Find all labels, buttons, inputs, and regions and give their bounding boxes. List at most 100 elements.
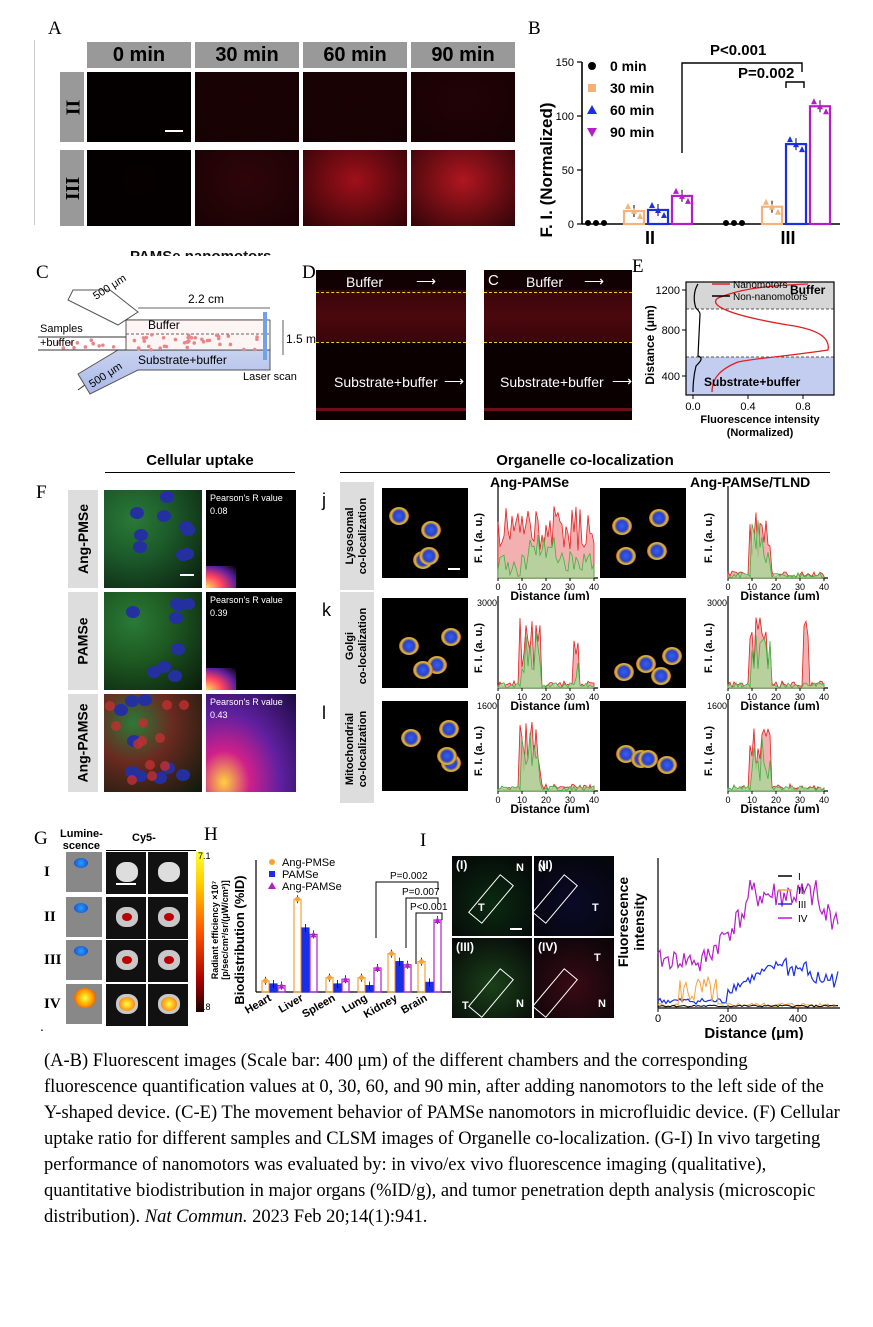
a-micrograph [87,150,191,226]
c-particle [61,346,66,350]
f-nucleus [159,491,174,504]
b-point [739,220,745,226]
f-xtick: 30 [565,582,575,592]
i-roi-box [534,874,578,924]
caption-text: (A-B) Fluorescent images (Scale bar: 400… [44,1051,840,1227]
c-particle [72,345,76,350]
i-tissue-image: (IV) N T [534,938,614,1018]
a-time-header: 90 min [411,42,515,68]
b-ytick: 0 [568,219,574,231]
i-image-label: (III) [456,940,474,954]
f-xtick: 40 [589,692,599,702]
b-point [793,141,799,148]
f-xlabel: Distance (μm) [740,802,819,813]
panel-e-chart: Nanomotors Non-nanomotors Buffer Substra… [643,280,835,439]
g-organ-signal [119,997,135,1011]
a-scale-bar [165,130,183,132]
g-organ-signal [164,913,174,921]
f-nucleus [124,695,139,708]
g-row-label: III [44,952,62,968]
b-point [679,192,685,199]
f-profile-red [727,512,825,579]
f-xtick: 20 [541,692,551,702]
b-point [685,197,691,204]
f-coloc-cell [401,729,422,748]
e-xtick: 0.4 [740,401,755,413]
f-xtick: 10 [747,692,757,702]
f-xtick: 20 [541,582,551,592]
b-point [769,203,775,210]
b-p1: P<0.001 [710,42,766,59]
f-coloc-cell [389,507,410,526]
f-row-label-text: PAMSe [75,617,92,665]
i-scale-bar [510,928,522,930]
f-profile-red [497,722,595,793]
f-ylabel: F. I. (a. u.) [473,513,485,563]
c-particle [161,335,166,340]
i-xtick: 400 [789,1013,807,1025]
b-legend-item: 30 min [610,80,654,96]
f-xtick: 10 [517,692,527,702]
b-point [649,201,655,208]
f-xtick: 10 [747,582,757,592]
panel-e-label: E [632,256,644,277]
f-scatter-density [206,566,236,588]
f-col-title-2: Ang-PAMSe/TLND [690,474,811,490]
f-xtick: 10 [517,582,527,592]
f-coloc-cell [413,660,434,679]
f-row-label-text: Ang-PAMSe [75,703,92,783]
h-point [359,975,364,981]
f-xtick: 20 [771,692,781,702]
h-bar [433,919,442,993]
c-particle [142,339,147,343]
h-y2label: Radiant efficiency ×10⁷[p/sec/cm²/sr/(μW… [210,880,230,980]
e-xlabel-1: Fluorescence intensity [700,414,820,426]
f-coloc-cell [647,542,668,561]
f-red-signal [133,739,144,750]
f-nucleus [156,510,171,523]
f-coloc-cell [651,667,672,686]
g-mouse-image [66,984,102,1024]
a-row-label: III [60,150,84,226]
f-profile-red [727,728,825,792]
f-coloc-cell [419,546,440,565]
f-nucleus [180,524,195,537]
panel-g-label: G [34,828,48,849]
g-mouse-image [66,852,102,892]
e-xtick: 0.8 [795,401,810,413]
f-xtick: 40 [819,692,829,702]
i-mark-n: N [516,862,524,874]
d-image-substrate-band [484,342,632,420]
i-tissue-image: (II) N T [534,856,614,936]
f-nucleus [169,597,184,610]
f-red-signal [155,733,166,744]
g-organ-image [106,984,146,1026]
h-category: Heart [243,992,274,1017]
g-signal [74,903,88,913]
f-sub-letter: l [322,703,326,723]
i-ylabel: Fluorescenceintensity [615,877,647,967]
b-ytick: 150 [556,57,574,69]
f-ymax: 3000 [477,598,497,608]
panel-b-label: B [528,18,541,39]
b-ytick: 100 [556,111,574,123]
f-nucleus [175,768,190,781]
f-xtick: 40 [589,582,599,592]
c-particle [111,345,116,349]
c-particle [216,336,221,341]
c-particle [97,344,101,348]
g-organ-image [148,984,188,1026]
a-time-header: 0 min [87,42,191,68]
f-coloc-label-text: Lysosomal co-localization [344,497,369,575]
b-legend-item: 60 min [610,102,654,118]
f-cell-image [104,694,202,792]
g-organ-signal [161,997,177,1011]
f-cell-image [104,592,202,690]
h-bar [395,960,404,993]
f-ylabel: F. I. (a. u.) [703,726,715,776]
h-p2: P=0.007 [402,887,440,898]
b-point [593,220,599,226]
g-rule [106,850,196,851]
b-bar [784,142,808,226]
